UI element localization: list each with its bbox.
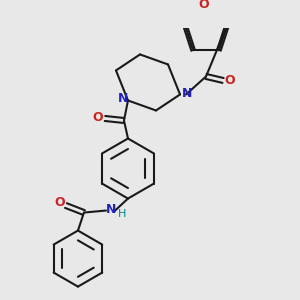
Text: O: O [225, 74, 236, 87]
Text: O: O [55, 196, 65, 209]
Text: N: N [182, 87, 192, 100]
Text: H: H [118, 208, 126, 219]
Text: O: O [199, 0, 209, 11]
Text: O: O [93, 111, 103, 124]
Text: N: N [118, 92, 128, 105]
Text: N: N [106, 203, 116, 216]
